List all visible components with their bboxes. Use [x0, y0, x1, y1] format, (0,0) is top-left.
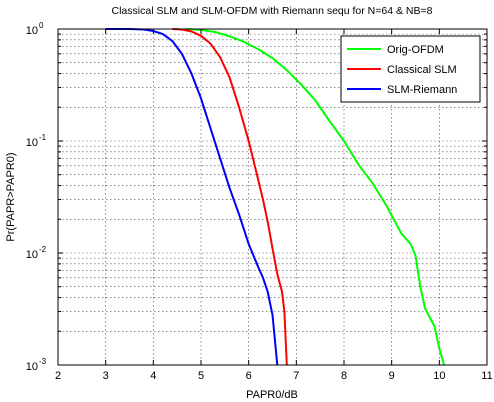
y-tick-label: 10 -1	[26, 133, 47, 149]
series-line-orig-ofdm	[186, 28, 446, 366]
series-line-classical-slm	[172, 28, 288, 366]
y-tick-label: 10 -2	[26, 245, 47, 261]
x-tick-label: 2	[55, 370, 61, 382]
x-tick-label: 5	[198, 370, 204, 382]
axes-frame	[57, 28, 488, 366]
x-tick-label: 7	[293, 370, 299, 382]
y-tick-base: 10	[26, 361, 38, 373]
x-tick-label: 10	[433, 370, 445, 382]
y-axis-label: Pr(PAPR>PAPR0)	[5, 152, 17, 241]
y-tick-exponent: 0	[39, 21, 44, 30]
x-tick-label: 9	[389, 370, 395, 382]
x-tick-label: 4	[150, 370, 156, 382]
y-tick-base: 10	[26, 249, 38, 261]
y-tick-label: 10 -3	[26, 357, 47, 373]
y-tick-exponent: -1	[39, 133, 47, 142]
x-tick-labels: 2 3 4 5 6 7 8 9 10 11	[55, 370, 493, 382]
y-tick-exponent: -2	[39, 245, 47, 254]
y-tick-base: 10	[26, 137, 38, 149]
x-axis-label: PAPR0/dB	[246, 389, 298, 401]
legend-label-slm-riemann: SLM-Riemann	[387, 84, 457, 96]
y-tick-exponent: -3	[39, 357, 47, 366]
axis-ticks	[57, 28, 488, 366]
y-tick-base: 10	[26, 25, 38, 37]
legend-label-orig-ofdm: Orig-OFDM	[387, 44, 444, 56]
x-tick-label: 8	[341, 370, 347, 382]
legend-label-classical-slm: Classical SLM	[387, 64, 457, 76]
legend: Orig-OFDM Classical SLM SLM-Riemann	[340, 35, 481, 103]
x-tick-label: 11	[481, 370, 492, 382]
chart-title: Classical SLM and SLM-OFDM with Riemann …	[112, 5, 433, 17]
y-tick-label: 10 0	[26, 21, 44, 37]
x-tick-label: 6	[246, 370, 252, 382]
x-tick-label: 3	[103, 370, 109, 382]
